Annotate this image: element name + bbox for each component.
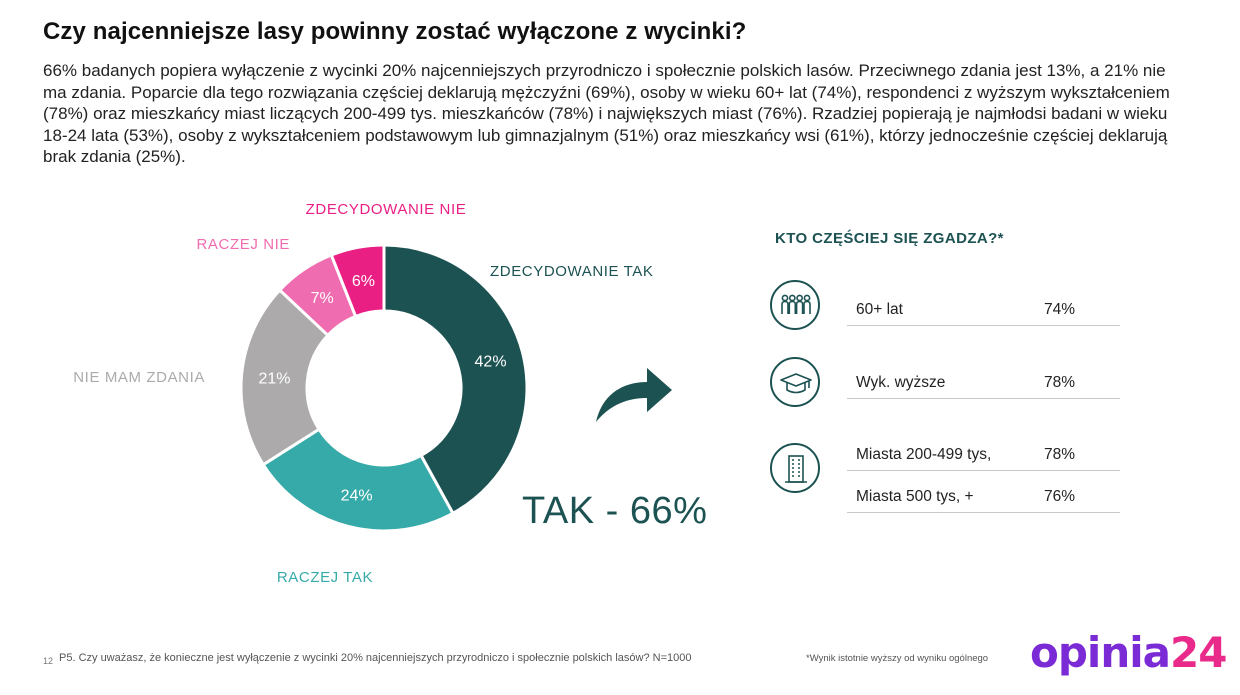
donut-slice-nie-mam-zdania — [239, 287, 330, 467]
side-row-value: 76% — [1044, 488, 1076, 505]
side-row-city-500: Miasta 500 tys, + 76% — [847, 481, 1120, 513]
side-row-label: 60+ lat — [856, 301, 903, 318]
side-row-label: Miasta 200-499 tys, — [856, 446, 992, 463]
logo-number: 24 — [1169, 628, 1227, 677]
donut-chart: 42% ZDECYDOWANIE TAK 24% RACZEJ TAK 21% NIE M… — [73, 201, 654, 586]
side-row-age: 60+ lat 74% — [847, 294, 1120, 326]
logo-text: opinia — [1030, 628, 1171, 677]
side-row-value: 74% — [1044, 301, 1076, 318]
side-panel-title: KTO CZĘŚCIEJ SIĘ ZGADZA?* — [775, 230, 1004, 247]
question-footnote: P5. Czy uważasz, że konieczne jest wyłąc… — [59, 652, 692, 664]
building-icon — [770, 443, 820, 493]
tak-total-label: TAK - 66% — [522, 490, 708, 532]
slice-value-label: 6% — [352, 273, 375, 290]
donut-slice-zdecydowanie-tak — [382, 243, 529, 516]
page-number: 12 — [43, 656, 54, 666]
side-row-value: 78% — [1044, 446, 1076, 463]
intro-paragraph: 66% badanych popiera wyłączenie z wycink… — [43, 61, 1170, 166]
side-row-label: Miasta 500 tys, + — [856, 488, 974, 505]
significance-footnote: *Wynik istotnie wyższy od wyniku ogólneg… — [806, 653, 989, 664]
donut-slice-zdecydowanie-nie — [329, 243, 386, 319]
category-label-raczej-tak: RACZEJ TAK — [277, 569, 373, 586]
donut-slice-raczej-tak — [261, 427, 455, 533]
side-row-education: Wyk. wyższe 78% — [847, 367, 1120, 399]
people-icon — [770, 280, 820, 330]
side-row-city-200-499: Miasta 200-499 tys, 78% — [847, 439, 1120, 471]
page-title: Czy najcenniejsze lasy powinny zostać wy… — [43, 18, 747, 45]
slice-value-label: 24% — [341, 488, 373, 505]
side-row-value: 78% — [1044, 374, 1076, 391]
slice-value-label: 7% — [311, 290, 334, 307]
slice-value-label: 21% — [258, 371, 290, 388]
category-label-zdecydowanie-nie: ZDECYDOWANIE NIE — [306, 201, 467, 218]
slice-value-label: 42% — [475, 354, 507, 371]
arrow-icon — [596, 368, 672, 422]
category-label-zdecydowanie-tak: ZDECYDOWANIE TAK — [490, 263, 654, 280]
opinia24-logo: opinia24 — [1030, 628, 1227, 677]
category-label-raczej-nie: RACZEJ NIE — [196, 236, 290, 253]
side-row-label: Wyk. wyższe — [856, 374, 946, 391]
category-label-nie-mam-zdania: NIE MAM ZDANIA — [73, 369, 205, 386]
graduation-cap-icon — [770, 357, 820, 407]
